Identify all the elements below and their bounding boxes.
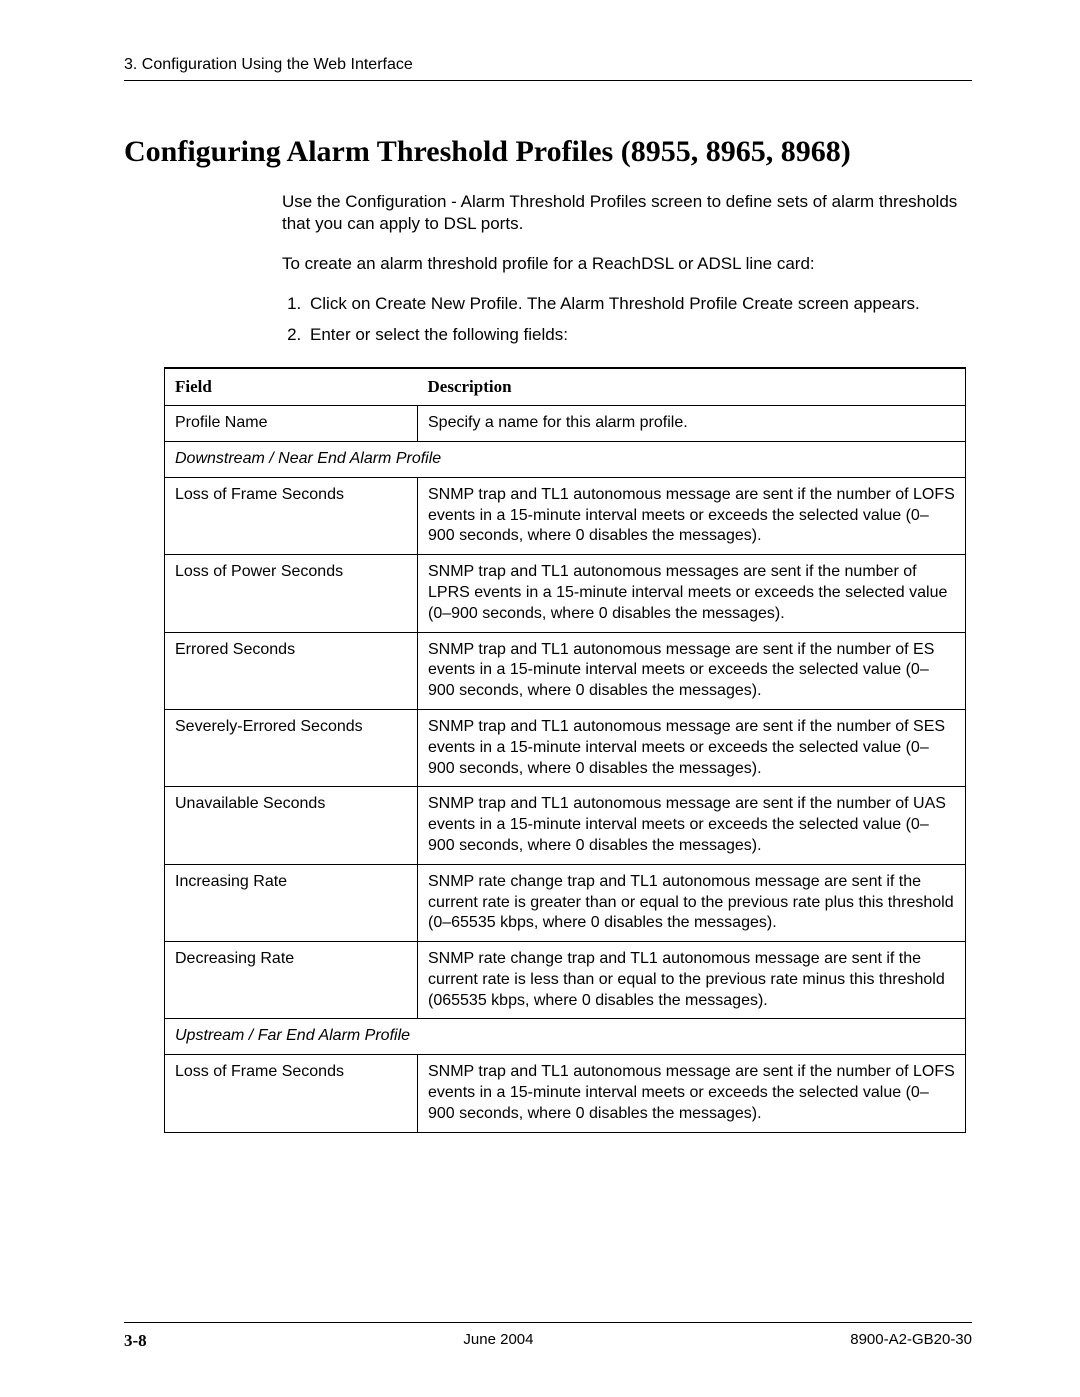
table-section-label: Upstream / Far End Alarm Profile (165, 1019, 966, 1055)
table-cell-description: SNMP rate change trap and TL1 autonomous… (418, 942, 966, 1019)
document-page: 3. Configuration Using the Web Interface… (0, 0, 1080, 1397)
table-cell-field: Severely-Errored Seconds (165, 709, 418, 786)
table-cell-description: SNMP rate change trap and TL1 autonomous… (418, 864, 966, 941)
table-cell-description: SNMP trap and TL1 autonomous message are… (418, 1055, 966, 1132)
footer-row: 3-8 June 2004 8900-A2-GB20-30 (124, 1331, 972, 1351)
table-section-row: Upstream / Far End Alarm Profile (165, 1019, 966, 1055)
table-row: Errored SecondsSNMP trap and TL1 autonom… (165, 632, 966, 709)
table-cell-field: Increasing Rate (165, 864, 418, 941)
table-cell-description: SNMP trap and TL1 autonomous message are… (418, 477, 966, 554)
table-cell-field: Loss of Frame Seconds (165, 1055, 418, 1132)
table-body: Profile NameSpecify a name for this alar… (165, 406, 966, 1133)
table-row: Loss of Frame SecondsSNMP trap and TL1 a… (165, 477, 966, 554)
col-header-description: Description (418, 368, 966, 406)
footer-doc-number: 8900-A2-GB20-30 (850, 1331, 972, 1351)
table-cell-field: Unavailable Seconds (165, 787, 418, 864)
running-header: 3. Configuration Using the Web Interface (124, 56, 972, 74)
table-cell-field: Decreasing Rate (165, 942, 418, 1019)
page-footer: 3-8 June 2004 8900-A2-GB20-30 (124, 1322, 972, 1351)
table-section-label: Downstream / Near End Alarm Profile (165, 441, 966, 477)
footer-page-number: 3-8 (124, 1331, 147, 1351)
table-cell-description: SNMP trap and TL1 autonomous message are… (418, 632, 966, 709)
table-row: Severely-Errored SecondsSNMP trap and TL… (165, 709, 966, 786)
table-cell-description: SNMP trap and TL1 autonomous message are… (418, 709, 966, 786)
table-row: Decreasing RateSNMP rate change trap and… (165, 942, 966, 1019)
table-row: Profile NameSpecify a name for this alar… (165, 406, 966, 442)
table-header-row: Field Description (165, 368, 966, 406)
table-cell-field: Loss of Frame Seconds (165, 477, 418, 554)
intro-paragraph-1: Use the Configuration - Alarm Threshold … (282, 191, 972, 235)
table-cell-field: Profile Name (165, 406, 418, 442)
step-2: Enter or select the following fields: (306, 324, 972, 347)
step-1: Click on Create New Profile. The Alarm T… (306, 293, 972, 316)
table-cell-description: SNMP trap and TL1 autonomous message are… (418, 787, 966, 864)
table-section-row: Downstream / Near End Alarm Profile (165, 441, 966, 477)
footer-date: June 2004 (463, 1331, 533, 1351)
table-cell-field: Loss of Power Seconds (165, 555, 418, 632)
intro-paragraph-2: To create an alarm threshold profile for… (282, 253, 972, 275)
header-rule (124, 80, 972, 81)
steps-list: Click on Create New Profile. The Alarm T… (282, 293, 972, 347)
table-cell-description: SNMP trap and TL1 autonomous messages ar… (418, 555, 966, 632)
footer-rule (124, 1322, 972, 1323)
page-title: Configuring Alarm Threshold Profiles (89… (124, 135, 972, 169)
col-header-field: Field (165, 368, 418, 406)
table-row: Loss of Frame SecondsSNMP trap and TL1 a… (165, 1055, 966, 1132)
field-description-table: Field Description Profile NameSpecify a … (164, 367, 966, 1133)
table-cell-field: Errored Seconds (165, 632, 418, 709)
body-text: Use the Configuration - Alarm Threshold … (282, 191, 972, 347)
table-row: Unavailable SecondsSNMP trap and TL1 aut… (165, 787, 966, 864)
table-row: Increasing RateSNMP rate change trap and… (165, 864, 966, 941)
table-cell-description: Specify a name for this alarm profile. (418, 406, 966, 442)
table-row: Loss of Power SecondsSNMP trap and TL1 a… (165, 555, 966, 632)
